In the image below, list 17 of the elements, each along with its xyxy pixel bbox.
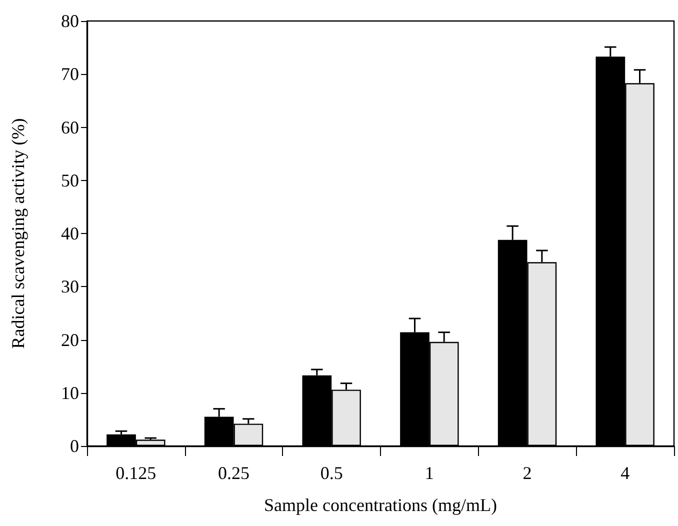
y-tick-label: 60 bbox=[61, 117, 79, 138]
y-tick-label: 30 bbox=[61, 276, 79, 297]
y-tick-label: 20 bbox=[61, 330, 79, 350]
y-tick-label: 70 bbox=[61, 64, 79, 84]
y-tick-label: 40 bbox=[61, 224, 79, 244]
x-axis-title: Sample concentrations (mg/mL) bbox=[264, 495, 497, 515]
y-axis-title: Radical scavenging activity (%) bbox=[8, 118, 28, 349]
x-tick-label: 0.25 bbox=[218, 463, 250, 483]
x-tick-label: 2 bbox=[522, 463, 532, 483]
x-tick-label: 0.5 bbox=[320, 463, 343, 483]
x-tick-label: 0.125 bbox=[116, 463, 156, 483]
y-tick-label: 80 bbox=[61, 11, 79, 31]
x-tick-label: 1 bbox=[424, 463, 434, 483]
y-tick-label: 10 bbox=[61, 382, 79, 403]
y-tick-label: 50 bbox=[61, 170, 79, 190]
x-tick-label: 4 bbox=[620, 463, 630, 483]
y-tick-label: 0 bbox=[70, 436, 79, 456]
